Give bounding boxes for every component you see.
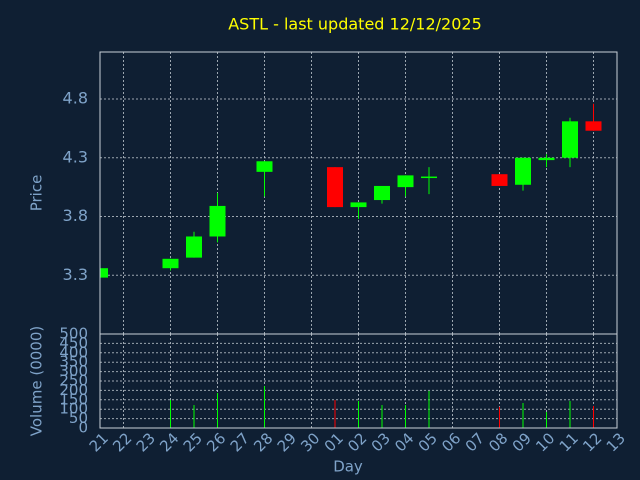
candle-body xyxy=(562,121,578,158)
y-tick-label: 3.8 xyxy=(63,206,88,225)
candle-body xyxy=(100,268,108,278)
volume-bar xyxy=(217,393,218,428)
candle-body xyxy=(162,258,179,269)
candle-body xyxy=(515,157,531,185)
y2-tick-label: 350 xyxy=(59,353,88,371)
volume-bar xyxy=(546,412,547,428)
candle-body xyxy=(421,176,437,179)
volume-bar xyxy=(193,405,195,428)
volume-bar xyxy=(499,406,500,428)
y-axis-label: Price xyxy=(28,175,46,212)
y2-tick-label: 300 xyxy=(59,362,88,380)
volume-bar xyxy=(170,399,171,428)
y2-tick-label: 150 xyxy=(59,390,88,408)
volume-bar xyxy=(264,386,265,428)
candle-body xyxy=(186,236,202,258)
candles xyxy=(100,103,602,278)
volume-bar xyxy=(358,400,359,428)
y2-tick-label: 500 xyxy=(59,325,88,343)
candle-body xyxy=(491,174,508,186)
y2-tick-label: 250 xyxy=(59,372,88,390)
y2-tick-label: 450 xyxy=(59,334,88,352)
y2-tick-label: 200 xyxy=(59,381,88,399)
candle-body xyxy=(327,167,343,208)
y2-tick-label: 0 xyxy=(78,419,88,437)
candle-body xyxy=(209,205,226,237)
y2-tick-label: 50 xyxy=(69,409,88,427)
volume-bar xyxy=(405,405,406,428)
volume-bar xyxy=(522,402,524,428)
volume-bars xyxy=(170,386,594,428)
volume-bar xyxy=(569,400,571,428)
y-tick-label: 4.3 xyxy=(63,147,88,166)
y2-tick-label: 400 xyxy=(59,343,88,361)
x-axis-label: Day xyxy=(333,458,363,476)
y-tick-label: 3.3 xyxy=(63,265,88,284)
candle-body xyxy=(585,121,602,131)
y2-tick-label: 100 xyxy=(59,400,88,418)
candle-body xyxy=(256,161,273,172)
y-tick-label: 4.8 xyxy=(63,89,88,108)
candle-body xyxy=(397,175,414,188)
volume-frame xyxy=(99,333,618,429)
chart-title: ASTL - last updated 12/12/2025 xyxy=(228,15,482,34)
candle-body xyxy=(538,157,555,161)
volume-bar xyxy=(428,390,430,428)
volume-bar xyxy=(593,406,594,428)
y2-axis-label: Volume (0000) xyxy=(28,326,46,436)
candle-body xyxy=(374,185,390,201)
volume-bar xyxy=(381,405,383,428)
candle-body xyxy=(350,202,367,208)
volume-bar xyxy=(334,399,336,428)
